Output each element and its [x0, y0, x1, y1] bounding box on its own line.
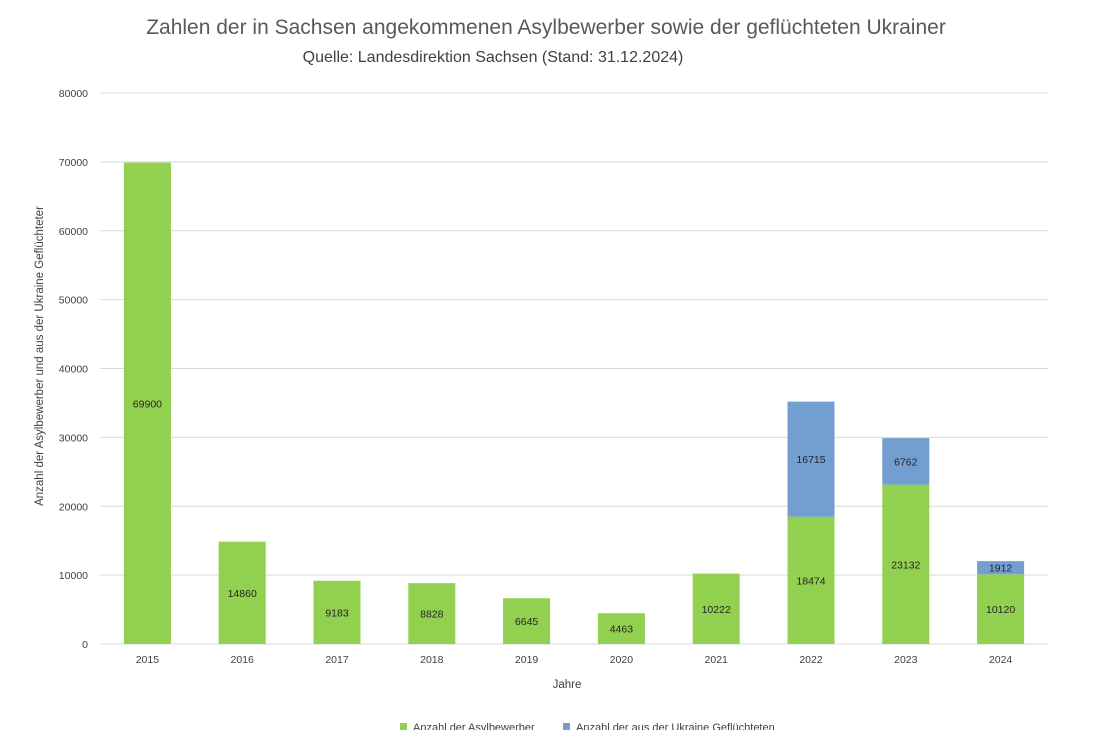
- bar-2016-series-1: [218, 541, 266, 644]
- y-tick-label: 40000: [59, 364, 88, 376]
- data-label-2017-series-1: 9183: [325, 607, 349, 619]
- data-label-2024-series-1: 10120: [986, 604, 1015, 616]
- x-axis-ticks: 2015 2016 2017 2018 2019 2020 2021 2022 2023 2024: [136, 654, 1013, 666]
- data-label-2015-series-1: 69900: [133, 398, 162, 410]
- bar-2020-series-1: [597, 613, 645, 644]
- y-tick-label: 60000: [59, 226, 88, 238]
- data-label-2024-series-2: 1912: [989, 563, 1013, 575]
- x-tick-label: 2019: [515, 654, 539, 666]
- y-tick-label: 80000: [59, 88, 88, 100]
- y-tick-label: 10000: [59, 570, 88, 582]
- data-label-2016-series-1: 14860: [228, 588, 257, 600]
- bar-2024-series-2: [977, 561, 1025, 575]
- y-tick-label: 70000: [59, 157, 88, 169]
- bar-2018-series-1: [408, 583, 456, 644]
- legend: Anzahl der Asylbewerber Anzahl der aus de…: [400, 722, 775, 730]
- data-label-2022-series-1: 18474: [796, 575, 825, 587]
- legend-label-series-1: Anzahl der Asylbewerber: [413, 722, 535, 730]
- legend-swatch-series-2: [563, 723, 570, 730]
- bar-2023-series-2: [882, 438, 930, 485]
- y-tick-label: 0: [82, 639, 88, 651]
- x-tick-label: 2022: [799, 654, 823, 666]
- x-tick-label: 2021: [705, 654, 729, 666]
- data-label-2023-series-2: 6762: [894, 456, 918, 468]
- chart-title: Zahlen der in Sachsen angekommenen Asylb…: [146, 16, 946, 39]
- y-tick-label: 30000: [59, 432, 88, 444]
- bar-2022-series-1: [787, 516, 835, 644]
- bar-2024-series-1: [977, 574, 1025, 644]
- data-label-2019-series-1: 6645: [515, 616, 539, 628]
- x-tick-label: 2016: [231, 654, 255, 666]
- legend-swatch-series-1: [400, 723, 407, 730]
- bar-2023-series-1: [882, 484, 930, 644]
- x-tick-label: 2015: [136, 654, 160, 666]
- x-tick-label: 2017: [325, 654, 349, 666]
- bar-2022-series-2: [787, 401, 835, 517]
- bars: [123, 162, 1025, 644]
- legend-label-series-2: Anzahl der aus der Ukraine Geflüchteten: [576, 722, 775, 730]
- bar-2021-series-1: [692, 573, 740, 644]
- data-label-2023-series-1: 23132: [891, 559, 920, 571]
- data-label-2018-series-1: 8828: [420, 609, 444, 621]
- y-axis-label: Anzahl der Asylbewerber und aus der Ukra…: [34, 206, 46, 506]
- data-labels: 69900 14860 9183 8828 6645 4463 10222 18474 1671…: [133, 398, 1016, 635]
- bar-2019-series-1: [503, 598, 551, 644]
- x-axis-label: Jahre: [553, 679, 582, 691]
- x-tick-label: 2023: [894, 654, 918, 666]
- x-tick-label: 2020: [610, 654, 634, 666]
- data-label-2020-series-1: 4463: [610, 624, 634, 636]
- bar-2015-series-1: [123, 162, 171, 644]
- y-tick-label: 50000: [59, 295, 88, 307]
- x-tick-label: 2024: [989, 654, 1013, 666]
- y-axis-ticks: 0 10000 20000 30000 40000 50000 60000 70000 8000…: [59, 88, 88, 651]
- data-label-2022-series-2: 16715: [796, 454, 825, 466]
- y-tick-label: 20000: [59, 501, 88, 513]
- bar-2017-series-1: [313, 580, 361, 644]
- chart-subtitle: Quelle: Landesdirektion Sachsen (Stand: …: [303, 49, 684, 66]
- x-tick-label: 2018: [420, 654, 444, 666]
- data-label-2021-series-1: 10222: [702, 604, 731, 616]
